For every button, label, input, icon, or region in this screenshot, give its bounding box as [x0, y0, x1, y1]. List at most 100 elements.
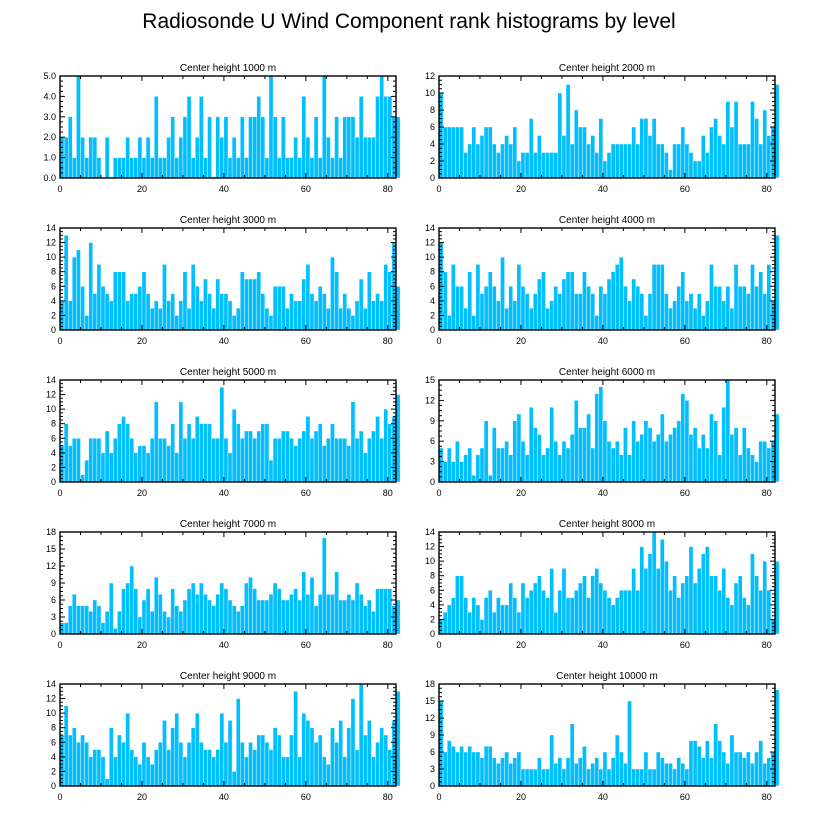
bar	[582, 427, 587, 483]
bar	[664, 293, 669, 331]
bar	[737, 751, 743, 787]
bar	[500, 143, 505, 179]
bar	[305, 416, 311, 483]
bar	[524, 768, 530, 787]
bar	[451, 746, 456, 787]
bar	[742, 143, 747, 179]
bar	[145, 293, 151, 331]
bar	[680, 763, 686, 787]
bar	[569, 271, 575, 331]
bar	[363, 136, 368, 179]
bar	[660, 757, 665, 787]
bar	[541, 454, 546, 483]
bar	[317, 594, 323, 635]
y-tick-label: 6	[51, 737, 56, 747]
bar	[479, 619, 485, 635]
bar	[475, 604, 481, 635]
bar	[363, 307, 368, 331]
bar	[528, 118, 534, 179]
bar	[524, 293, 530, 331]
bar	[528, 307, 534, 331]
bar	[96, 749, 102, 787]
y-tick-label: 8	[430, 105, 435, 115]
bar	[231, 605, 237, 635]
bar	[598, 118, 604, 179]
bar	[463, 307, 468, 331]
bar	[207, 116, 212, 179]
y-tick-label: 0	[430, 325, 435, 335]
bar	[383, 408, 389, 483]
bar	[701, 135, 706, 179]
bar	[219, 712, 225, 787]
bar	[639, 546, 645, 635]
bar	[512, 597, 518, 635]
bar	[301, 712, 307, 787]
bar	[125, 582, 130, 635]
bar	[459, 126, 464, 179]
bar	[268, 749, 274, 787]
x-tick-label: 40	[598, 184, 608, 194]
bar	[541, 271, 546, 331]
bar	[235, 611, 241, 635]
bar	[582, 746, 587, 787]
bar	[285, 599, 290, 635]
bar	[195, 416, 200, 483]
bar	[84, 605, 89, 635]
bar	[442, 461, 448, 483]
bar	[317, 286, 323, 331]
bar	[211, 756, 216, 787]
bar	[313, 300, 319, 331]
bar	[309, 438, 315, 483]
bar	[231, 315, 237, 331]
bar	[729, 604, 735, 635]
x-tick-label: 60	[680, 184, 690, 194]
bar	[371, 756, 376, 787]
bar	[334, 438, 339, 483]
bar	[451, 126, 456, 179]
bar	[709, 757, 714, 787]
bar	[528, 768, 534, 787]
bar	[651, 441, 657, 483]
bar	[520, 768, 526, 787]
bar	[178, 611, 184, 635]
histogram-panel-9: Center height 9000 m 0 20 40 60 80 0 2 4 6 8 10 12 14	[46, 671, 401, 802]
y-tick-label: 10	[46, 404, 56, 414]
bar	[541, 590, 546, 635]
bar	[504, 135, 509, 179]
bar	[293, 691, 298, 787]
bar	[623, 286, 628, 331]
bar	[88, 756, 93, 787]
y-tick-label: 10	[425, 88, 435, 98]
bar	[459, 461, 464, 483]
x-tick-label: 40	[219, 336, 229, 346]
bar	[602, 420, 608, 483]
bar	[598, 768, 604, 787]
bar	[660, 264, 665, 331]
bar	[762, 109, 768, 179]
bar	[762, 293, 768, 331]
bar	[680, 582, 686, 635]
bar	[660, 539, 665, 635]
bar	[227, 157, 233, 179]
bar	[313, 430, 319, 483]
bar	[487, 126, 493, 179]
bar	[244, 756, 249, 787]
bar	[574, 109, 579, 179]
y-tick-label: 8	[51, 723, 56, 733]
figure-title: Radiosonde U Wind Component rank histogr…	[142, 10, 676, 33]
bar	[67, 445, 73, 483]
bar	[244, 278, 249, 331]
bar	[260, 599, 266, 635]
bar	[297, 300, 302, 331]
histogram-panel-7: Center height 7000 m 0 20 40 60 80 0 3 6 9 12 15 18	[46, 519, 401, 650]
bar	[133, 588, 139, 635]
bar	[342, 438, 348, 483]
bar	[623, 763, 628, 787]
bar	[447, 126, 452, 179]
bar	[92, 599, 98, 635]
bar	[758, 271, 763, 331]
bar	[272, 116, 278, 179]
bar	[676, 286, 681, 331]
bar	[447, 604, 452, 635]
bar	[610, 271, 616, 331]
